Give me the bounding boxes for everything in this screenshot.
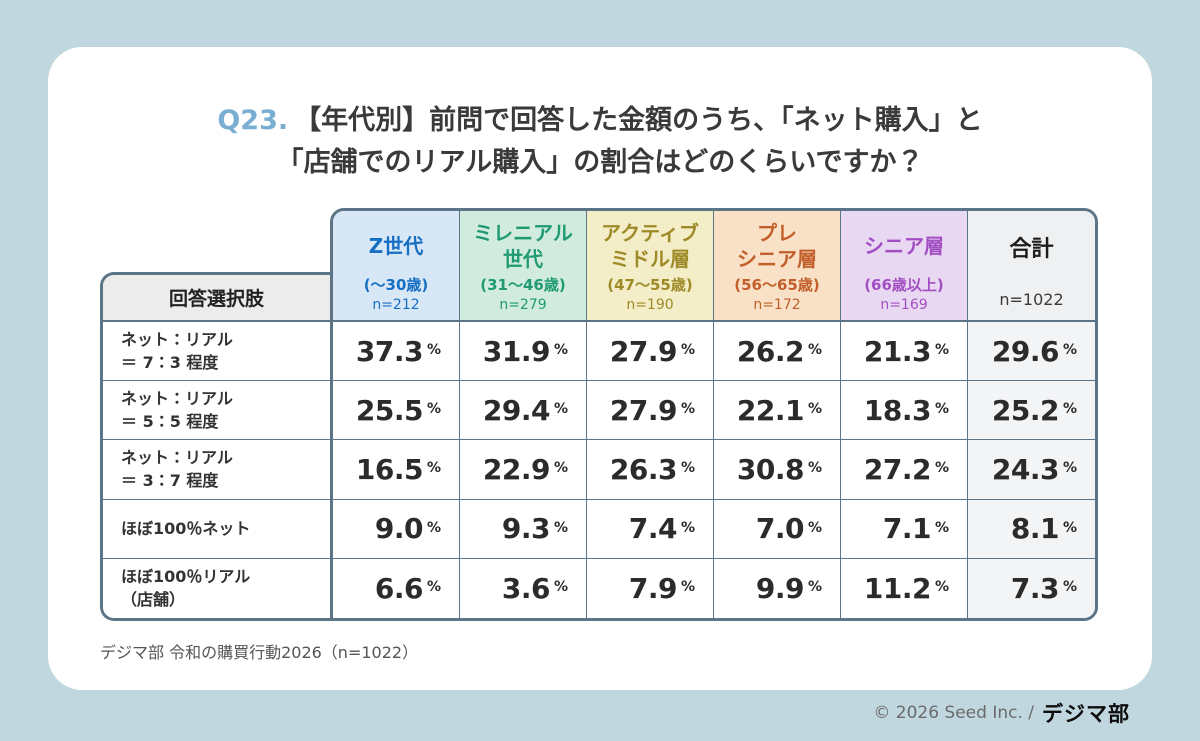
row-label-net5-real5: ネット：リアル ＝ 5：5 程度 (103, 381, 330, 441)
answer-choice-column: 回答選択肢 ネット：リアル ＝ 7：3 程度 ネット：リアル ＝ 5：5 程度 … (100, 272, 330, 621)
value-cell-r0c5: 29.6% (968, 322, 1095, 382)
value-cell-r4c3: 9.9% (714, 558, 841, 618)
value-cell-r0c4: 21.3% (841, 322, 968, 382)
value-cell-r1c1: 29.4% (460, 381, 587, 441)
value-cell-r1c0: 25.5% (333, 381, 460, 441)
column-header-active-middle: アクティブ ミドル層 (47～55歳) n=190 (587, 211, 714, 322)
column-header-senior: シニア層 (66歳以上) n=169 (841, 211, 968, 322)
value-cell-r2c4: 27.2% (841, 440, 968, 500)
value-cell-r3c2: 7.4% (587, 499, 714, 559)
value-cell-r0c3: 26.2% (714, 322, 841, 382)
value-cell-r3c0: 9.0% (333, 499, 460, 559)
value-cell-r4c1: 3.6% (460, 558, 587, 618)
question-title-line2: 「店舗でのリアル購入」の割合はどのくらいですか？ (276, 146, 924, 178)
question-number: Q23. (217, 105, 289, 136)
row-label-net3-real7: ネット：リアル ＝ 3：7 程度 (103, 440, 330, 500)
column-header-millennial: ミレニアル 世代 (31～46歳) n=279 (460, 211, 587, 322)
row-label-almost-all-real: ほぼ100％リアル （店舗） (103, 558, 330, 618)
source-note: デジマ部 令和の購買行動2026（n=1022） (100, 643, 419, 662)
value-cell-r0c1: 31.9% (460, 322, 587, 382)
value-cell-r1c3: 22.1% (714, 381, 841, 441)
content-card: Q23. 【年代別】前問で回答した金額のうち、「ネット購入」と 「店舗でのリアル購… (48, 47, 1152, 690)
row-label-almost-all-net: ほぼ100％ネット (103, 499, 330, 559)
value-cell-r4c0: 6.6% (333, 558, 460, 618)
dejimabu-logo: デジマ部 (1042, 702, 1130, 726)
value-cell-r0c0: 37.3% (333, 322, 460, 382)
column-header-pre-senior: プレ シニア層 (56～65歳) n=172 (714, 211, 841, 322)
value-cell-r2c3: 30.8% (714, 440, 841, 500)
value-cell-r2c1: 22.9% (460, 440, 587, 500)
row-header-cell: 回答選択肢 (103, 275, 330, 322)
row-label-net7-real3: ネット：リアル ＝ 7：3 程度 (103, 322, 330, 382)
value-cell-r3c5: 8.1% (968, 499, 1095, 559)
results-table: Z世代 (～30歳) n=212 ミレニアル 世代 (31～46歳) n=279 … (330, 208, 1098, 621)
question-title-line1: 【年代別】前問で回答した金額のうち、「ネット購入」と (294, 105, 983, 136)
question-title: Q23. 【年代別】前問で回答した金額のうち、「ネット購入」と 「店舗でのリアル購… (48, 100, 1152, 184)
value-cell-r1c5: 25.2% (968, 381, 1095, 441)
value-cell-r4c4: 11.2% (841, 558, 968, 618)
value-cell-r1c2: 27.9% (587, 381, 714, 441)
value-cell-r1c4: 18.3% (841, 381, 968, 441)
value-cell-r2c2: 26.3% (587, 440, 714, 500)
copyright-text: © 2026 Seed Inc. / (873, 703, 1034, 723)
value-cell-r3c1: 9.3% (460, 499, 587, 559)
column-header-total: 合計 n=1022 (968, 211, 1095, 322)
value-cell-r0c2: 27.9% (587, 322, 714, 382)
value-cell-r4c2: 7.9% (587, 558, 714, 618)
value-cell-r2c5: 24.3% (968, 440, 1095, 500)
value-cell-r4c5: 7.3% (968, 558, 1095, 618)
value-cell-r2c0: 16.5% (333, 440, 460, 500)
column-header-genz: Z世代 (～30歳) n=212 (333, 211, 460, 322)
value-cell-r3c3: 7.0% (714, 499, 841, 559)
page-footer: © 2026 Seed Inc. / デジマ部 (873, 698, 1130, 728)
value-cell-r3c4: 7.1% (841, 499, 968, 559)
